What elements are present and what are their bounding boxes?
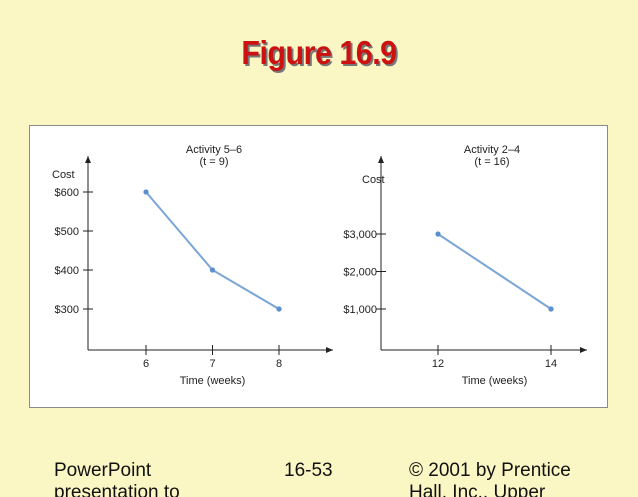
y-tick-label: $400	[55, 265, 79, 277]
data-point	[548, 306, 554, 312]
figure-panel: $300 $400 $500 $600 6 7 8 Cost Time (weeks) Activ…	[29, 125, 608, 408]
footer-left: PowerPoint presentation to	[54, 460, 180, 497]
x-tick-label: 12	[432, 358, 444, 370]
x-axis-arrow	[326, 347, 333, 353]
y-tick-label: $2,000	[343, 267, 377, 279]
charts-svg: $300 $400 $500 $600 6 7 8 Cost Time (weeks) Activ…	[52, 144, 587, 387]
y-tick-label: $3,000	[343, 229, 377, 241]
x-tick-label: 7	[209, 358, 215, 370]
slide-title: Figure 16.9	[241, 34, 397, 71]
chart-title: Activity 2–4	[464, 144, 520, 156]
x-axis-label: Time (weeks)	[462, 375, 528, 387]
y-tick-label: $600	[55, 187, 79, 199]
data-point	[276, 306, 282, 312]
y-axis-label: Cost	[52, 169, 75, 181]
series-line	[145, 191, 280, 310]
x-axis-label: Time (weeks)	[180, 375, 246, 387]
y-tick-label: $1,000	[343, 304, 377, 316]
chart-subtitle: (t = 9)	[199, 156, 228, 168]
x-tick-label: 6	[143, 358, 149, 370]
chart-title: Activity 5–6	[186, 144, 242, 156]
y-axis-arrow	[378, 156, 384, 163]
x-tick-label: 8	[276, 358, 282, 370]
y-axis-label: Cost	[362, 174, 385, 186]
x-tick-label: 14	[545, 358, 557, 370]
y-axis-arrow	[85, 156, 91, 163]
footer-copyright: © 2001 by Prentice Hall, Inc., Upper	[409, 460, 571, 497]
series-line	[437, 233, 552, 310]
y-tick-label: $300	[55, 304, 79, 316]
y-tick-label: $500	[55, 226, 79, 238]
data-point	[435, 231, 441, 237]
data-point	[143, 189, 149, 195]
chart-subtitle: (t = 16)	[474, 156, 509, 168]
data-point	[209, 267, 216, 273]
x-axis-arrow	[580, 347, 587, 353]
footer-slide-number: 16-53	[284, 460, 333, 481]
